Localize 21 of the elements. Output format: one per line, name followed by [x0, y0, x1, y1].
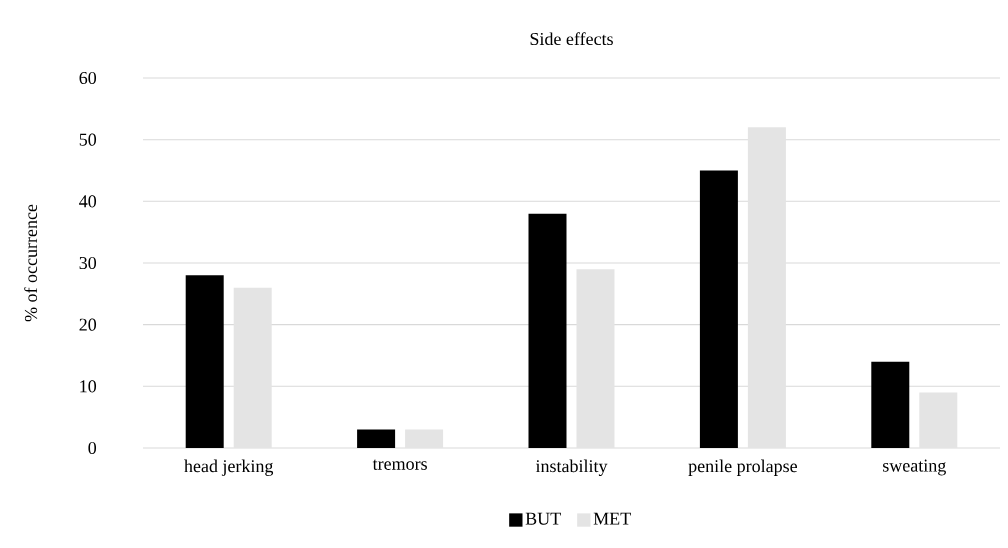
y-tick-label: 30: [79, 256, 97, 270]
y-axis-title: % of occurrence: [24, 204, 38, 322]
y-tick-label: 50: [79, 133, 97, 146]
bar: [528, 213, 567, 448]
bar: [357, 429, 396, 448]
y-tick-label: 40: [79, 195, 97, 208]
legend-label: BUT: [525, 512, 561, 525]
y-tick-label: 60: [79, 71, 97, 85]
bar: [699, 170, 738, 448]
chart-title: Side effects: [530, 32, 613, 46]
bar: [185, 275, 224, 448]
x-tick-label: instability: [535, 459, 608, 476]
y-tick-label: 20: [79, 318, 97, 331]
bar: [871, 361, 910, 448]
x-tick-label: penile prolapse: [688, 459, 797, 476]
legend-label: MET: [593, 512, 631, 525]
y-tick-label: 0: [88, 441, 97, 455]
x-tick-label: sweating: [883, 459, 946, 476]
x-tick-label: tremors: [372, 459, 427, 470]
x-tick-label: head jerking: [184, 459, 274, 476]
y-tick-label: 10: [80, 380, 97, 393]
